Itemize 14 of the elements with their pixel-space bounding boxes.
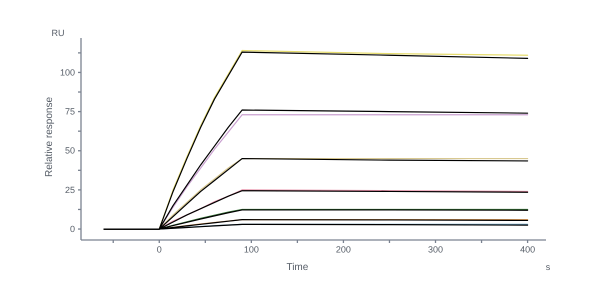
text: RU: [52, 28, 64, 38]
x-tick-label: 200: [336, 244, 351, 254]
x-tick-label: 0: [156, 244, 162, 254]
text: s: [546, 262, 551, 272]
x-tick-label: 400: [520, 244, 536, 254]
y-tick-label: 0: [70, 224, 75, 234]
y-tick-label: 50: [64, 146, 75, 156]
y-tick-label: 100: [60, 67, 75, 78]
y-tick-label: 75: [64, 106, 75, 116]
x-tick-label: 300: [428, 244, 444, 254]
y-axis-title: Relative response: [44, 96, 55, 178]
x-tick-label: 100: [244, 244, 259, 254]
x-axis-title: Time: [286, 262, 309, 273]
y-tick-label: 25: [64, 184, 75, 195]
